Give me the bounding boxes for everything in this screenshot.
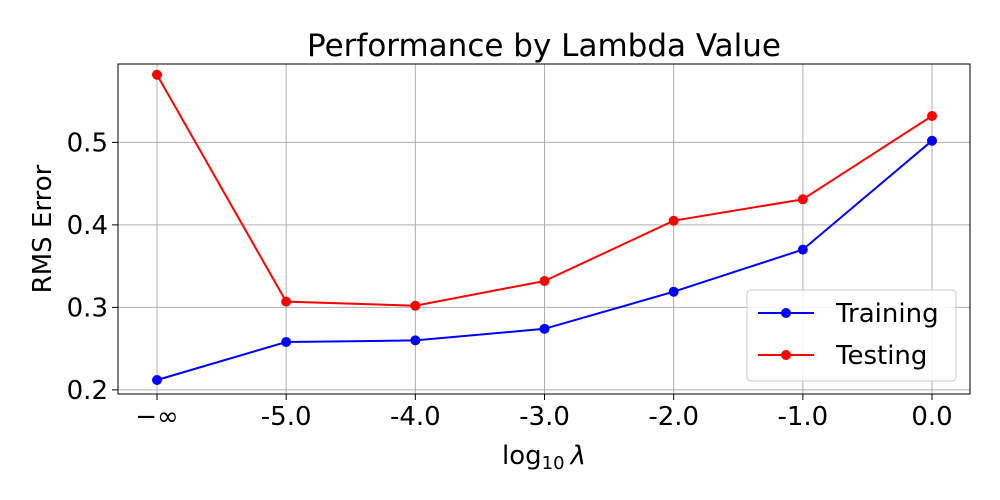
data-point-training [152,374,162,385]
chart-title: Performance by Lambda Value [307,28,781,64]
legend-label-training: Training [835,299,939,329]
data-point-testing [539,275,550,286]
data-point-training [281,337,292,348]
y-tick-label: 0.4 [67,211,108,241]
axis-ticks: −∞ -5.0 -4.0 -3.0 -2.0 -1.0 0.0 0.2 0.3 0.4 0.5 [67,128,953,432]
legend-marker-testing [781,350,791,360]
data-point-training [927,135,938,146]
data-point-training [539,323,550,334]
data-series [152,69,938,385]
data-point-training [410,335,421,346]
x-axis-label-log: log [502,441,542,471]
x-axis-label-subscript: 10 [542,453,565,474]
series-testing [152,69,938,311]
x-axis-label-symbol: λ [569,441,586,471]
y-tick-label: 0.2 [67,376,108,406]
x-tick-label: -2.0 [648,402,699,432]
data-point-testing [668,215,679,226]
grid-lines [118,64,970,394]
x-axis-label: log10 λ [502,441,586,474]
y-axis-label: RMS Error [28,164,58,293]
x-tick-label: −∞ [135,402,178,432]
legend-marker-training [781,308,791,318]
legend-label-testing: Testing [835,341,927,371]
series-training [152,135,938,385]
plot-area-frame [117,63,971,395]
x-tick-label: -5.0 [261,402,312,432]
x-tick-label: 0.0 [911,402,952,432]
legend: Training Testing [746,289,957,382]
y-tick-label: 0.5 [67,128,108,158]
data-point-testing [152,69,162,80]
data-point-training [668,286,679,297]
data-point-testing [927,110,938,121]
data-point-testing [797,194,808,205]
x-tick-label: -1.0 [777,402,828,432]
y-tick-label: 0.3 [67,293,108,323]
data-point-testing [410,300,421,311]
data-point-training [797,244,808,255]
x-tick-label: -3.0 [519,402,570,432]
x-tick-label: -4.0 [390,402,441,432]
data-point-testing [281,296,292,307]
